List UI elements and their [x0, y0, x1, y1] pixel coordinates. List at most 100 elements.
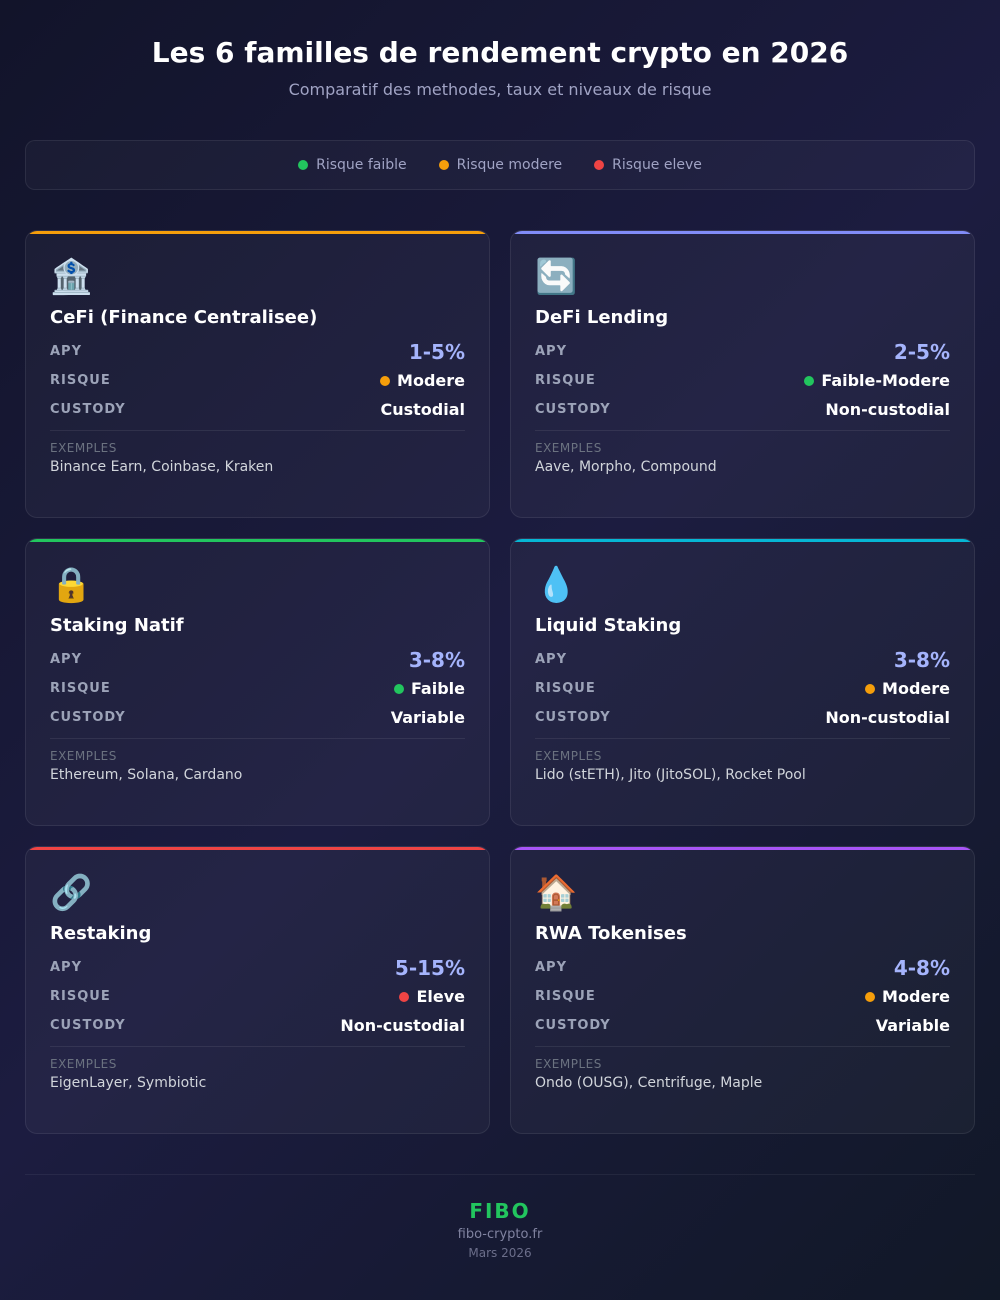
custody-row: CUSTODY Variable: [50, 703, 465, 732]
apy-value: 2-5%: [893, 339, 950, 364]
apy-row: APY 2-5%: [535, 337, 950, 366]
card-icon: 🏠: [535, 873, 578, 913]
custody-value: Variable: [390, 708, 465, 727]
field-label: CUSTODY: [535, 402, 611, 417]
custody-value: Custodial: [380, 400, 465, 419]
risk-value: Faible-Modere: [804, 371, 950, 390]
risk-value: Modere: [380, 371, 465, 390]
apy-value: 3-8%: [893, 647, 950, 672]
apy-value: 3-8%: [408, 647, 465, 672]
custody-value: Variable: [875, 1016, 950, 1035]
risk-dot: [380, 375, 391, 386]
risk-row: RISQUE Eleve: [50, 982, 465, 1011]
custody-row: CUSTODY Variable: [535, 1011, 950, 1040]
card-icon: 🔒: [50, 565, 93, 605]
risk-row: RISQUE Faible-Modere: [535, 366, 950, 395]
card: 🔒 Staking Natif APY 3-8% RISQUE Faible CUSTODY…: [25, 538, 490, 826]
accent-bar: [511, 539, 974, 542]
custody-value: Non-custodial: [825, 400, 950, 419]
field-label: RISQUE: [50, 681, 111, 696]
legend-dot: [438, 160, 449, 170]
risk-value: Modere: [865, 987, 950, 1006]
apy-row: APY 4-8%: [535, 953, 950, 982]
field-label: APY: [535, 960, 568, 975]
risk-row: RISQUE Modere: [535, 674, 950, 703]
card: 💧 Liquid Staking APY 3-8% RISQUE Modere CUSTOD…: [510, 538, 975, 826]
legend-label: Risque modere: [456, 157, 563, 173]
risk-row: RISQUE Modere: [50, 366, 465, 395]
risk-row: RISQUE Modere: [535, 982, 950, 1011]
card: 🔗 Restaking APY 5-15% RISQUE Eleve CUSTODY Non-…: [25, 846, 490, 1134]
risk-dot: [399, 991, 410, 1002]
card: 🏦 CeFi (Finance Centralisee) APY 1-5% RISQUE…: [25, 230, 490, 518]
custody-value: Non-custodial: [340, 1016, 465, 1035]
accent-bar: [26, 539, 489, 542]
field-label: APY: [50, 652, 83, 667]
card-title: Restaking: [50, 923, 152, 944]
card-divider: [50, 1046, 465, 1047]
title: Les 6 familles de rendement crypto en 20…: [151, 36, 849, 69]
card-title: DeFi Lending: [535, 307, 669, 328]
apy-row: APY 5-15%: [50, 953, 465, 982]
field-label: RISQUE: [50, 989, 111, 1004]
card-divider: [50, 430, 465, 431]
card-title: Staking Natif: [50, 615, 184, 636]
field-label: CUSTODY: [50, 1018, 126, 1033]
apy-row: APY 3-8%: [535, 645, 950, 674]
examples: Ethereum, Solana, Cardano: [50, 767, 243, 783]
apy-value: 4-8%: [893, 955, 950, 980]
accent-bar: [26, 847, 489, 850]
field-label: APY: [535, 344, 568, 359]
risk-dot: [865, 991, 876, 1002]
accent-bar: [26, 231, 489, 234]
field-label: EXEMPLES: [535, 441, 602, 455]
apy-value: 5-15%: [394, 955, 465, 980]
field-label: EXEMPLES: [50, 749, 117, 763]
field-label: CUSTODY: [50, 402, 126, 417]
footer-divider: [25, 1174, 975, 1175]
card-title: CeFi (Finance Centralisee): [50, 307, 318, 328]
site: fibo-crypto.fr: [457, 1227, 543, 1242]
legend-item: Risque eleve: [594, 157, 702, 173]
field-label: RISQUE: [50, 373, 111, 388]
custody-row: CUSTODY Non-custodial: [535, 395, 950, 424]
risk-text: Faible-Modere: [821, 371, 950, 390]
legend-label: Risque faible: [316, 157, 407, 173]
apy-value: 1-5%: [408, 339, 465, 364]
legend-dot: [594, 160, 605, 170]
custody-value: Non-custodial: [825, 708, 950, 727]
legend: Risque faible Risque modere Risque eleve: [25, 140, 975, 190]
field-label: APY: [50, 344, 83, 359]
risk-text: Faible: [410, 679, 465, 698]
accent-bar: [511, 847, 974, 850]
custody-row: CUSTODY Custodial: [50, 395, 465, 424]
card-icon: 🔄: [535, 257, 578, 297]
risk-dot: [865, 683, 876, 694]
card-icon: 🔗: [50, 873, 93, 913]
field-label: RISQUE: [535, 373, 596, 388]
legend-label: Risque eleve: [612, 157, 702, 173]
card-title: RWA Tokenises: [535, 923, 687, 944]
risk-dot: [393, 683, 404, 694]
field-label: EXEMPLES: [50, 1057, 117, 1071]
legend-dot: [298, 160, 309, 170]
examples: Aave, Morpho, Compound: [535, 459, 717, 475]
risk-dot: [804, 375, 815, 386]
field-label: EXEMPLES: [50, 441, 117, 455]
risk-text: Modere: [882, 987, 950, 1006]
field-label: APY: [535, 652, 568, 667]
examples: EigenLayer, Symbiotic: [50, 1075, 207, 1091]
field-label: CUSTODY: [535, 710, 611, 725]
card: 🏠 RWA Tokenises APY 4-8% RISQUE Modere CUSTODY…: [510, 846, 975, 1134]
brand: FIBO: [469, 1199, 531, 1223]
card-divider: [535, 430, 950, 431]
apy-row: APY 3-8%: [50, 645, 465, 674]
field-label: CUSTODY: [535, 1018, 611, 1033]
field-label: CUSTODY: [50, 710, 126, 725]
field-label: APY: [50, 960, 83, 975]
card-divider: [535, 738, 950, 739]
custody-row: CUSTODY Non-custodial: [535, 703, 950, 732]
field-label: RISQUE: [535, 681, 596, 696]
card-divider: [50, 738, 465, 739]
